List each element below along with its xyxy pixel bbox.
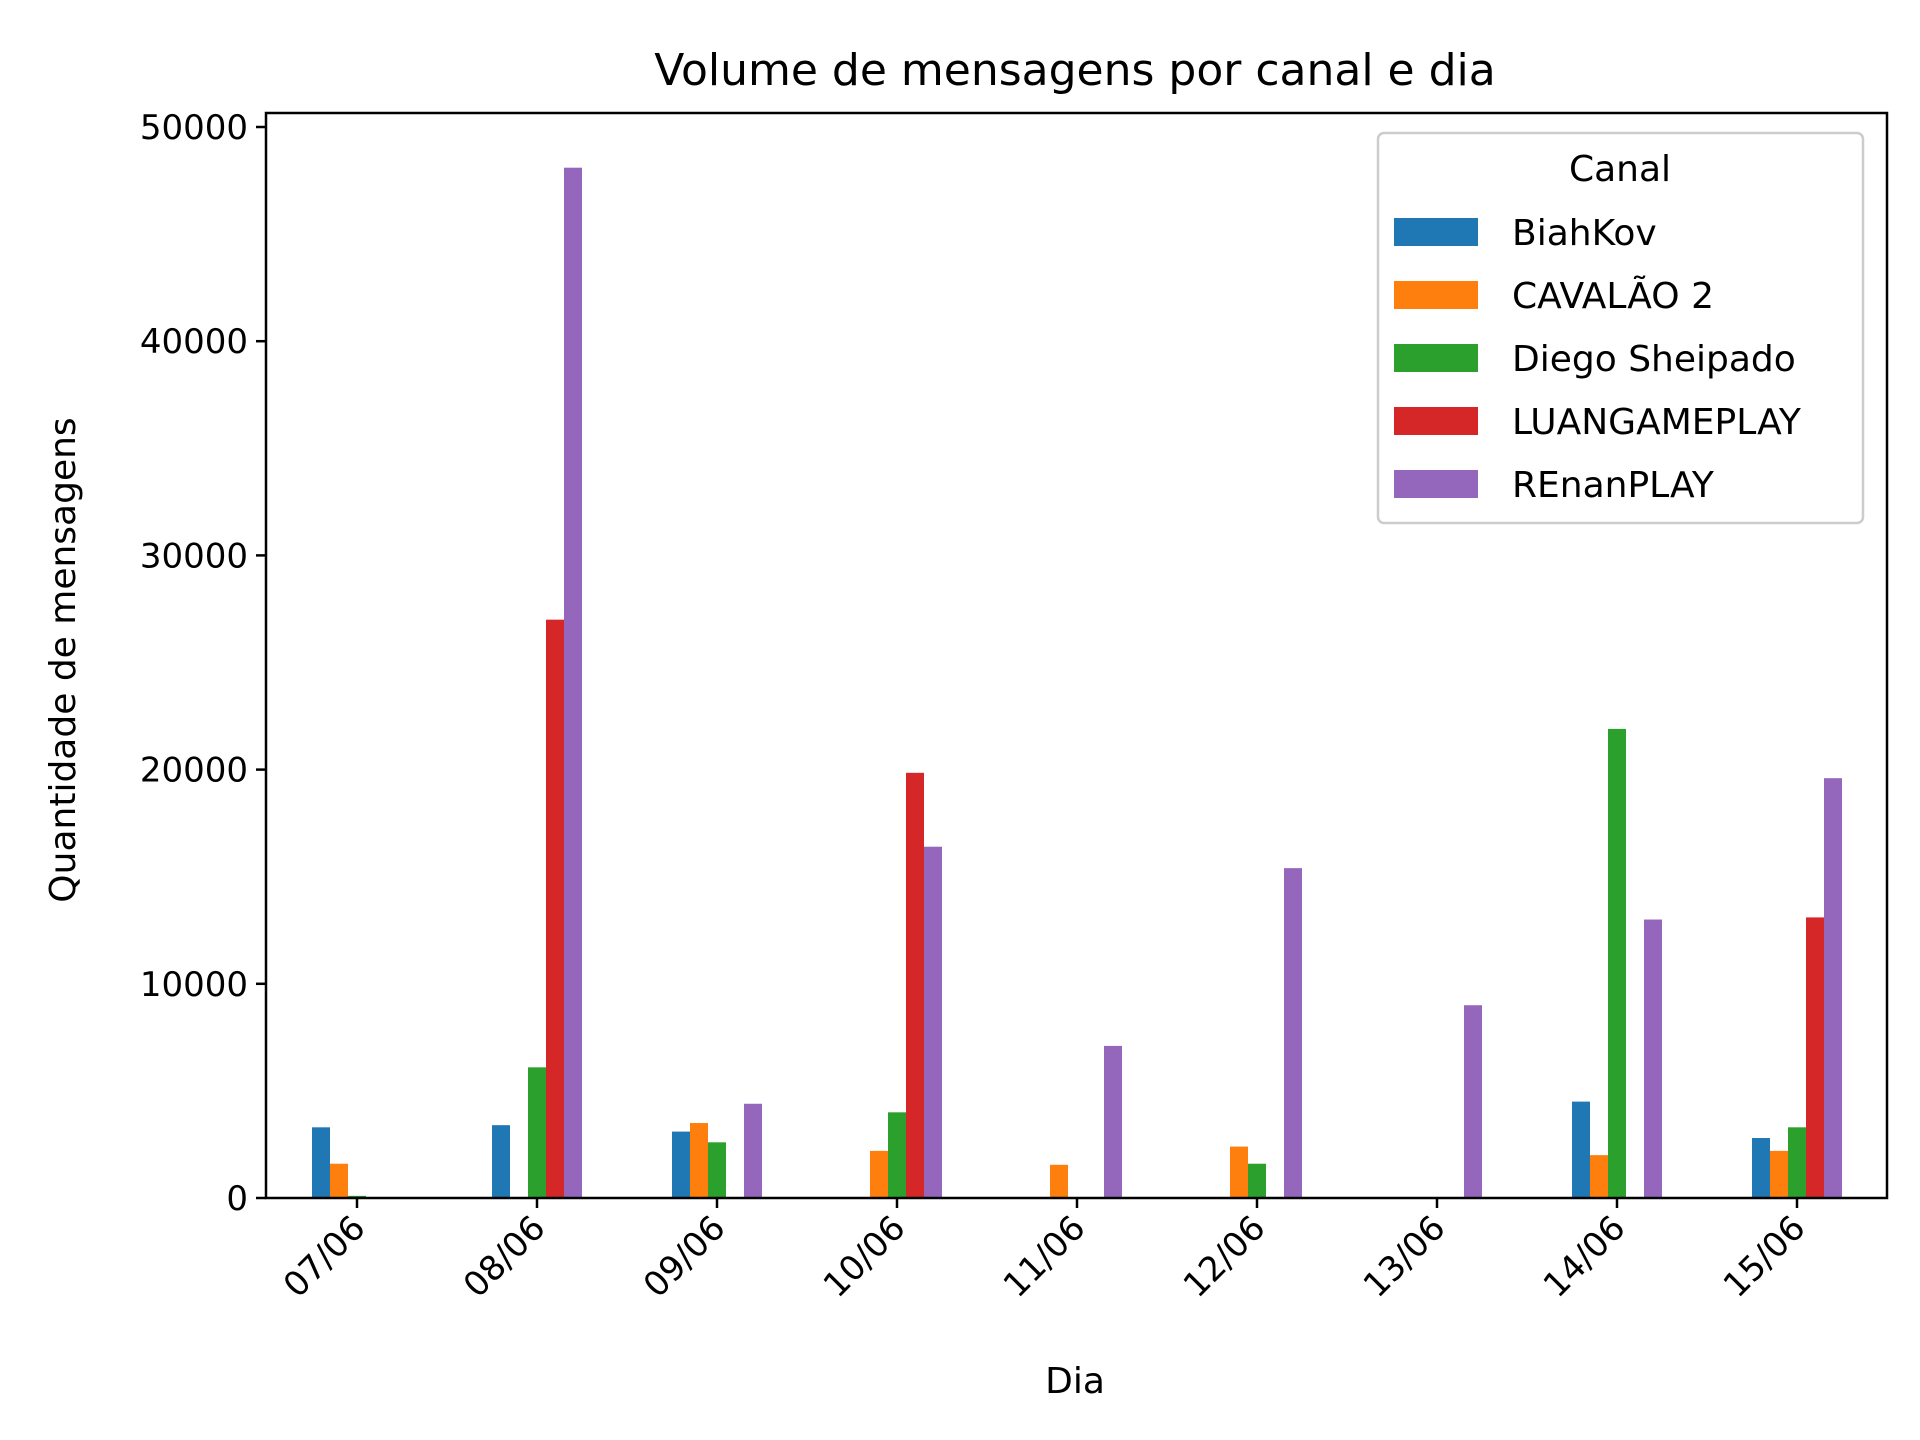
- y-axis: 0 10000 20000 30000 40000 50000: [140, 108, 266, 1219]
- bar: [870, 1150, 888, 1198]
- x-tick-label: 07/06: [276, 1208, 374, 1306]
- y-tick-label: 0: [226, 1179, 248, 1219]
- legend-swatch: [1394, 281, 1478, 309]
- x-axis: 07/06 08/06 09/06 10/06 11/06 12/06 13/06 14/06…: [276, 1198, 1814, 1306]
- x-tick-label: 12/06: [1176, 1208, 1274, 1306]
- bar: [1752, 1138, 1770, 1198]
- bar: [1590, 1155, 1608, 1198]
- legend-label: BiahKov: [1512, 213, 1657, 254]
- y-axis-label: Quantidade de mensagens: [43, 417, 84, 902]
- y-tick-label: 50000: [140, 108, 248, 148]
- x-tick-label: 15/06: [1716, 1208, 1814, 1306]
- bar: [1284, 868, 1302, 1198]
- bar: [564, 167, 582, 1198]
- bar: [1608, 728, 1626, 1198]
- bar: [888, 1112, 906, 1198]
- bars-group: [312, 167, 1842, 1198]
- y-tick-label: 30000: [140, 536, 248, 576]
- plot-frame: [264, 111, 1889, 1200]
- bar: [1464, 1005, 1482, 1198]
- legend-box: [1376, 131, 1865, 525]
- legend: Canal BiahKov CAVALÃO 2 Diego Sheipado LUAN…: [1376, 131, 1865, 525]
- bar: [924, 846, 942, 1198]
- bar: [1788, 1127, 1806, 1198]
- bar: [1806, 917, 1824, 1198]
- x-tick-label: 14/06: [1536, 1208, 1634, 1306]
- bar: [546, 619, 564, 1198]
- legend-swatch: [1394, 470, 1478, 498]
- bar: [492, 1125, 510, 1198]
- bar: [672, 1131, 690, 1198]
- y-tick-label: 10000: [140, 965, 248, 1005]
- legend-label: CAVALÃO 2: [1512, 275, 1714, 317]
- x-tick-label: 10/06: [816, 1208, 914, 1306]
- bar: [906, 772, 924, 1198]
- legend-label: REnanPLAY: [1512, 465, 1715, 506]
- bar: [1644, 919, 1662, 1198]
- bar: [1248, 1163, 1266, 1198]
- bar: [1572, 1101, 1590, 1198]
- x-tick-label: 13/06: [1356, 1208, 1454, 1306]
- chart-title: Volume de mensagens por canal e dia: [654, 45, 1495, 96]
- legend-swatch: [1394, 218, 1478, 246]
- bar: [690, 1123, 708, 1198]
- bar: [1050, 1164, 1068, 1198]
- legend-swatch: [1394, 407, 1478, 435]
- x-tick-label: 11/06: [996, 1208, 1094, 1306]
- bar: [1770, 1150, 1788, 1198]
- legend-swatch: [1394, 344, 1478, 372]
- legend-title: Canal: [1569, 149, 1671, 190]
- legend-items: BiahKov CAVALÃO 2 Diego Sheipado LUANGAMEPL…: [1394, 213, 1802, 506]
- bar: [744, 1103, 762, 1198]
- x-tick-label: 09/06: [636, 1208, 734, 1306]
- y-tick-label: 20000: [140, 751, 248, 791]
- bar: [330, 1163, 348, 1198]
- bar: [1104, 1045, 1122, 1198]
- y-tick-label: 40000: [140, 322, 248, 362]
- x-axis-label: Dia: [1045, 1361, 1105, 1402]
- legend-label: Diego Sheipado: [1512, 339, 1796, 380]
- bar: [1230, 1146, 1248, 1198]
- bar: [1824, 778, 1842, 1198]
- bar: [528, 1067, 546, 1198]
- x-tick-label: 08/06: [456, 1208, 554, 1306]
- bar: [312, 1127, 330, 1198]
- bar: [708, 1142, 726, 1198]
- legend-label: LUANGAMEPLAY: [1512, 402, 1802, 443]
